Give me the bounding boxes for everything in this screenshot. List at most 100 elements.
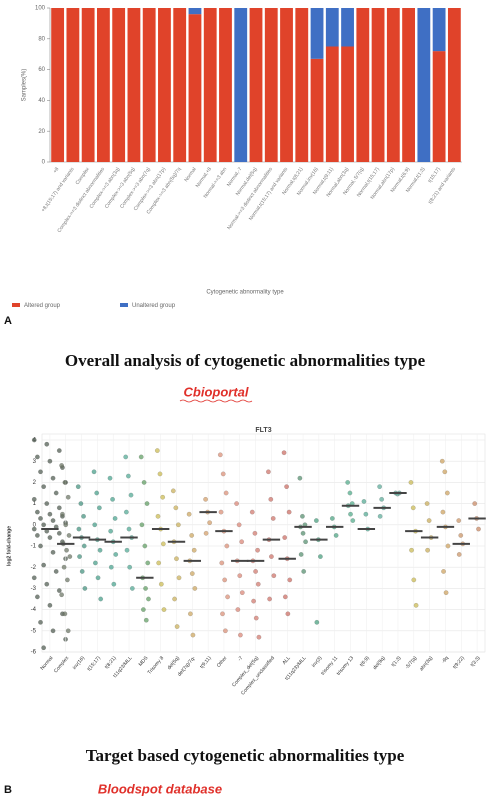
- bar-segment: [66, 8, 80, 162]
- y-tick-label: 40: [38, 98, 45, 104]
- bar-segment: [432, 51, 446, 163]
- point: [158, 581, 164, 587]
- panel-label: B: [4, 784, 12, 796]
- bar-segment: [188, 8, 202, 15]
- point: [236, 522, 242, 528]
- y-tick-label: 60: [38, 67, 45, 73]
- bar-segment: [96, 8, 110, 162]
- point: [253, 615, 259, 621]
- point: [270, 516, 276, 521]
- point: [59, 463, 65, 468]
- point: [222, 577, 228, 583]
- point: [203, 530, 209, 536]
- point: [234, 501, 240, 506]
- point: [189, 571, 195, 576]
- bar-segment: [371, 8, 385, 162]
- point: [223, 628, 228, 634]
- bar-segment: [325, 8, 339, 47]
- point: [64, 547, 69, 553]
- point: [170, 488, 176, 494]
- point: [94, 490, 100, 496]
- point: [172, 596, 177, 602]
- point: [56, 588, 62, 593]
- point: [160, 541, 166, 547]
- point: [410, 505, 416, 511]
- point: [128, 492, 134, 498]
- point: [223, 490, 229, 496]
- x-tick-label: MDS: [138, 655, 150, 668]
- point: [176, 575, 182, 581]
- point: [225, 594, 230, 600]
- point: [76, 526, 82, 532]
- x-axis-label: Cytogenetic abnormality type: [206, 290, 284, 296]
- x-tick-label: Normal: [39, 655, 54, 671]
- point: [34, 533, 40, 538]
- point: [266, 469, 271, 475]
- point: [142, 543, 148, 549]
- point: [59, 592, 65, 598]
- heading: Target based cytogenetic abnormalities t…: [86, 746, 405, 765]
- point: [108, 528, 114, 534]
- x-tick-label: t(6;9): [359, 655, 371, 668]
- bar-segment: [402, 8, 416, 162]
- point: [123, 454, 129, 460]
- point: [62, 611, 68, 617]
- y-tick-label: -2: [31, 565, 37, 571]
- point: [53, 490, 59, 496]
- point: [441, 569, 446, 574]
- point: [191, 547, 197, 553]
- bar-segment: [310, 8, 324, 59]
- point: [313, 518, 319, 523]
- point: [317, 554, 323, 559]
- point: [444, 490, 450, 496]
- chart-title: FLT3: [255, 427, 271, 434]
- point: [113, 552, 119, 557]
- point: [186, 511, 192, 517]
- point: [281, 450, 287, 456]
- bar-segment: [142, 8, 156, 162]
- point: [47, 511, 53, 517]
- point: [82, 586, 88, 591]
- point: [217, 452, 223, 458]
- point: [112, 516, 118, 521]
- x-tick-label: -5/7(q): [404, 655, 418, 670]
- point: [97, 547, 103, 553]
- point: [154, 448, 160, 453]
- point: [138, 454, 144, 460]
- point: [123, 509, 129, 515]
- bar-segment: [51, 8, 65, 162]
- point: [298, 552, 304, 557]
- x-tick-label: trisomy 13: [336, 655, 356, 677]
- x-tick-label: t(1;3): [390, 655, 402, 668]
- point: [456, 552, 462, 557]
- x-tick-label: abn(3q): [419, 655, 435, 672]
- point: [301, 569, 307, 574]
- point: [78, 501, 84, 506]
- bar-segment: [341, 46, 354, 162]
- point: [156, 560, 162, 566]
- x-tick-label: inv(16): [72, 655, 87, 671]
- plot-area: [41, 433, 486, 653]
- point: [141, 479, 147, 485]
- point: [361, 499, 367, 504]
- point: [300, 530, 306, 536]
- point: [329, 516, 335, 521]
- point: [303, 539, 308, 545]
- legend-swatch: [120, 303, 128, 307]
- point: [424, 501, 430, 506]
- point: [314, 619, 320, 625]
- point: [38, 543, 43, 549]
- point: [297, 475, 303, 481]
- point: [92, 522, 98, 528]
- x-tick-label: del(9q): [372, 655, 387, 671]
- point: [255, 547, 260, 553]
- point: [50, 475, 56, 481]
- point: [413, 602, 419, 608]
- point: [426, 518, 432, 523]
- point: [124, 547, 130, 553]
- point: [282, 535, 288, 540]
- y-tick-label: -6: [31, 650, 37, 656]
- point: [41, 522, 47, 528]
- bar-segment: [158, 8, 171, 162]
- x-tick-label: ALL: [281, 655, 291, 666]
